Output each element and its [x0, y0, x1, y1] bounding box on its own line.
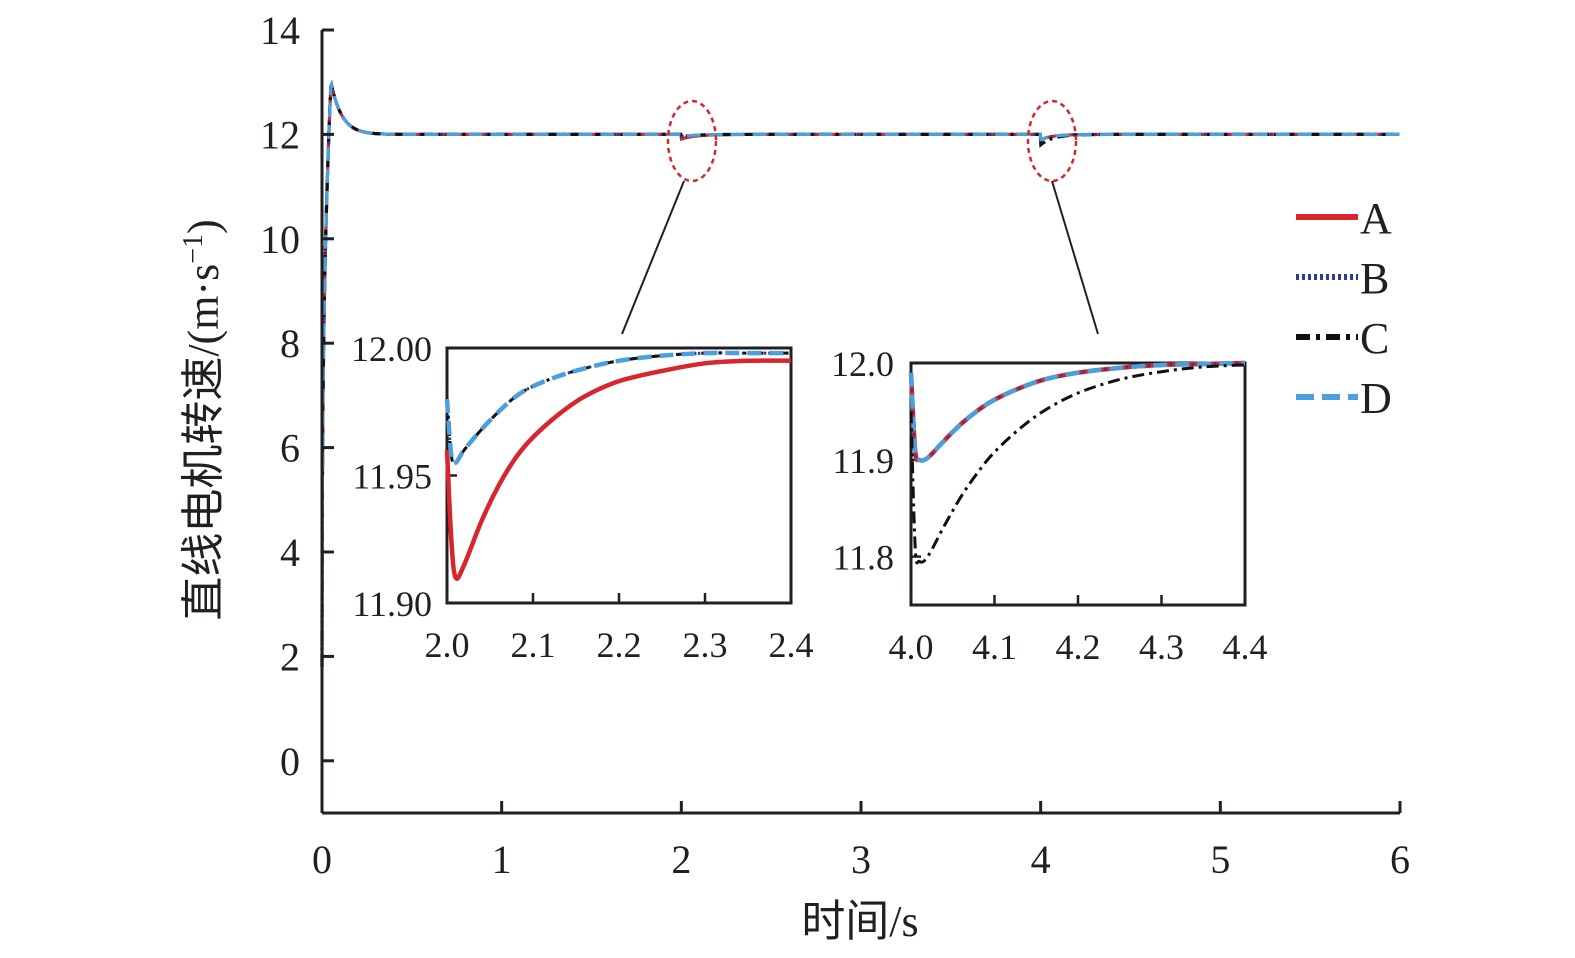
inset-frame — [445, 346, 793, 605]
inset-x-tick-label: 4.1 — [972, 627, 1017, 667]
zoom-leader-1 — [621, 180, 685, 335]
x-tick-label: 0 — [312, 837, 332, 882]
inset-x-tick-label: 4.4 — [1223, 627, 1268, 667]
zoom-leader-2 — [1051, 180, 1099, 335]
inset-x-tick-label: 2.0 — [425, 625, 470, 665]
inset-x-tick-label: 2.4 — [769, 625, 814, 665]
legend-label-D: D — [1360, 374, 1392, 423]
y-tick-label: 8 — [280, 321, 300, 366]
inset-chart-2: 11.8 11.9 12.0 4.0 4.1 4.2 4.3 4.4 — [831, 344, 1268, 667]
inset-series-line-D — [908, 360, 1246, 463]
inset-series-line-A — [444, 358, 792, 581]
x-tick-label: 5 — [1210, 837, 1230, 882]
inset-x-tick-label: 4.2 — [1056, 627, 1101, 667]
y-tick-label: 12 — [260, 112, 300, 157]
x-tick-label: 6 — [1390, 837, 1410, 882]
zoom-highlights — [621, 99, 1099, 335]
y-axis-label-close: ) — [179, 219, 228, 234]
y-tick-label: 2 — [280, 634, 300, 679]
inset-series-line-C — [909, 363, 1246, 565]
legend-label-A: A — [1360, 194, 1392, 243]
y-axis-label-sup: −1 — [178, 234, 209, 264]
y-tick-label: 0 — [280, 739, 300, 784]
inset-y-tick-label: 12.00 — [351, 329, 432, 369]
series-line-D — [320, 79, 1400, 667]
inset-x-tick-label: 4.3 — [1139, 627, 1184, 667]
x-tick-label: 2 — [671, 837, 691, 882]
y-axis-label-main: 直线电机转速/(m·s — [179, 264, 228, 621]
zoom-ellipse-1 — [666, 99, 718, 183]
legend-label-B: B — [1360, 254, 1389, 303]
inset-y-tick-label: 11.9 — [832, 441, 894, 481]
inset-x-tick-label: 4.0 — [889, 627, 934, 667]
x-axis-label: 时间/s — [801, 897, 918, 946]
y-axis-label: 直线电机转速/(m·s−1) — [178, 219, 228, 620]
inset-y-tick-label: 11.90 — [352, 584, 432, 624]
inset-y-tick-label: 12.0 — [831, 344, 894, 384]
y-tick-label: 4 — [280, 530, 300, 575]
inset-series-line-D — [444, 350, 791, 466]
y-tick-label: 10 — [260, 217, 300, 262]
legend-label-C: C — [1360, 314, 1389, 363]
inset-frame — [909, 361, 1247, 607]
inset-x-tick-label: 2.2 — [597, 625, 642, 665]
inset-x-tick-label: 2.1 — [511, 625, 556, 665]
zoom-ellipse-2 — [1026, 99, 1078, 183]
inset-y-tick-label: 11.95 — [352, 457, 432, 497]
inset-chart-1: 11.90 11.95 12.00 2.0 2.1 2.2 2.3 2.4 — [351, 329, 814, 665]
inset-y-tick-label: 11.8 — [832, 538, 894, 578]
x-tick-label: 3 — [851, 837, 871, 882]
y-tick-label: 6 — [280, 426, 300, 471]
y-tick-label: 14 — [260, 8, 300, 53]
x-tick-label: 4 — [1031, 837, 1051, 882]
inset-x-tick-label: 2.3 — [683, 625, 728, 665]
x-tick-label: 1 — [492, 837, 512, 882]
main-plot-area — [320, 79, 1400, 667]
